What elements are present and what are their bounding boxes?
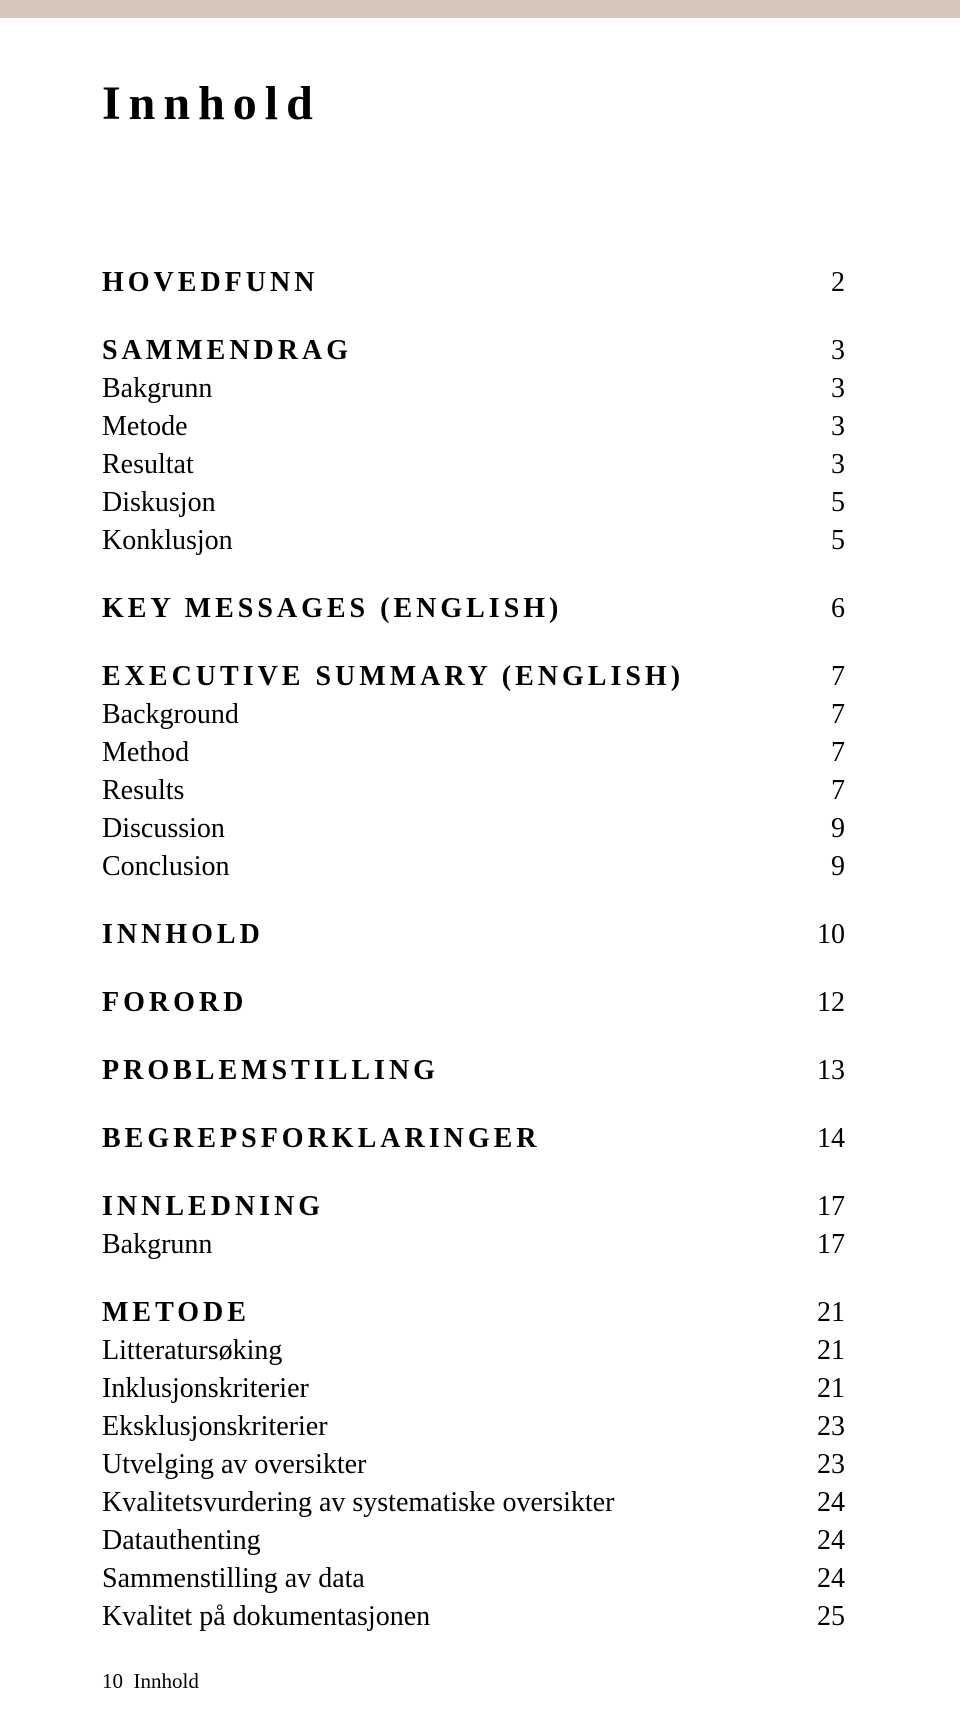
- toc-item-label: Bakgrunn: [102, 1229, 212, 1261]
- footer-label: Innhold: [134, 1669, 199, 1693]
- toc-section-page: 3: [831, 335, 845, 367]
- page-footer: 10 Innhold: [102, 1669, 199, 1694]
- toc-item-label: Background: [102, 699, 239, 731]
- toc-item-label: Method: [102, 737, 189, 769]
- toc-item-page: 5: [831, 525, 845, 557]
- toc-section-label: INNLEDNING: [102, 1191, 324, 1223]
- toc-section-page: 2: [831, 267, 845, 299]
- toc-item-page: 24: [817, 1525, 845, 1557]
- toc-block-hovedfunn: HOVEDFUNN 2: [102, 267, 845, 299]
- toc-section-label: FORORD: [102, 987, 247, 1019]
- toc-item-page: 3: [831, 411, 845, 443]
- toc-item-page: 23: [817, 1449, 845, 1481]
- toc-item-page: 21: [817, 1373, 845, 1405]
- footer-pagenum: 10: [102, 1669, 123, 1693]
- toc-section-label: PROBLEMSTILLING: [102, 1055, 439, 1087]
- toc-item-page: 25: [817, 1601, 845, 1633]
- toc-item-label: Sammenstilling av data: [102, 1563, 365, 1595]
- toc-section-label: KEY MESSAGES (ENGLISH): [102, 593, 562, 625]
- toc-section-page: 13: [817, 1055, 845, 1087]
- toc-block-problemstilling: PROBLEMSTILLING 13: [102, 1055, 845, 1087]
- toc-item-page: 9: [831, 851, 845, 883]
- toc-block-sammendrag: SAMMENDRAG 3 Bakgrunn 3 Metode 3 Resultat 3…: [102, 335, 845, 557]
- toc-block-innhold: INNHOLD 10: [102, 919, 845, 951]
- toc-item-page: 21: [817, 1335, 845, 1367]
- toc-item-label: Diskusjon: [102, 487, 216, 519]
- toc-item-label: Discussion: [102, 813, 225, 845]
- toc-item-label: Datauthenting: [102, 1525, 261, 1557]
- toc-item-label: Resultat: [102, 449, 194, 481]
- toc-block-key-messages: KEY MESSAGES (ENGLISH) 6: [102, 593, 845, 625]
- toc-item-label: Conclusion: [102, 851, 230, 883]
- toc-item-label: Metode: [102, 411, 188, 443]
- toc-item-label: Kvalitetsvurdering av systematiske overs…: [102, 1487, 614, 1519]
- content-area: Innhold HOVEDFUNN 2 SAMMENDRAG 3 Bakgrun…: [0, 76, 960, 1633]
- toc-section-page: 12: [817, 987, 845, 1019]
- toc-item-label: Inklusjonskriterier: [102, 1373, 309, 1405]
- toc-section-label: METODE: [102, 1297, 250, 1329]
- toc-item-page: 23: [817, 1411, 845, 1443]
- toc-section-page: 10: [817, 919, 845, 951]
- toc-item-page: 17: [817, 1229, 845, 1261]
- toc-section-label: BEGREPSFORKLARINGER: [102, 1123, 541, 1155]
- toc-item-page: 9: [831, 813, 845, 845]
- toc-section-label: SAMMENDRAG: [102, 335, 352, 367]
- toc-block-innledning: INNLEDNING 17 Bakgrunn 17: [102, 1191, 845, 1261]
- toc-item-page: 7: [831, 775, 845, 807]
- toc-item-page: 24: [817, 1487, 845, 1519]
- toc-item-label: Eksklusjonskriterier: [102, 1411, 328, 1443]
- toc-block-metode: METODE 21 Litteratursøking 21 Inklusjonsk…: [102, 1297, 845, 1633]
- toc-section-label: INNHOLD: [102, 919, 264, 951]
- toc-item-page: 24: [817, 1563, 845, 1595]
- toc-item-label: Konklusjon: [102, 525, 233, 557]
- toc-item-label: Litteratursøking: [102, 1335, 282, 1367]
- toc-section-page: 6: [831, 593, 845, 625]
- toc-section-page: 7: [831, 661, 845, 693]
- toc-block-executive-summary: EXECUTIVE SUMMARY (ENGLISH) 7 Background…: [102, 661, 845, 883]
- toc-item-label: Kvalitet på dokumentasjonen: [102, 1601, 430, 1633]
- toc-item-label: Bakgrunn: [102, 373, 212, 405]
- toc-section-label: EXECUTIVE SUMMARY (ENGLISH): [102, 661, 684, 693]
- toc-block-forord: FORORD 12: [102, 987, 845, 1019]
- page: Innhold HOVEDFUNN 2 SAMMENDRAG 3 Bakgrun…: [0, 0, 960, 1732]
- toc-item-page: 3: [831, 373, 845, 405]
- page-title: Innhold: [102, 76, 845, 131]
- top-band: [0, 0, 960, 18]
- toc-item-label: Utvelging av oversikter: [102, 1449, 366, 1481]
- toc-item-page: 3: [831, 449, 845, 481]
- toc-item-page: 7: [831, 737, 845, 769]
- toc-item-page: 7: [831, 699, 845, 731]
- toc-item-label: Results: [102, 775, 184, 807]
- toc-section-page: 21: [817, 1297, 845, 1329]
- toc-block-begrepsforklaringer: BEGREPSFORKLARINGER 14: [102, 1123, 845, 1155]
- toc-section-page: 17: [817, 1191, 845, 1223]
- toc-item-page: 5: [831, 487, 845, 519]
- toc-section-label: HOVEDFUNN: [102, 267, 318, 299]
- toc-section-page: 14: [817, 1123, 845, 1155]
